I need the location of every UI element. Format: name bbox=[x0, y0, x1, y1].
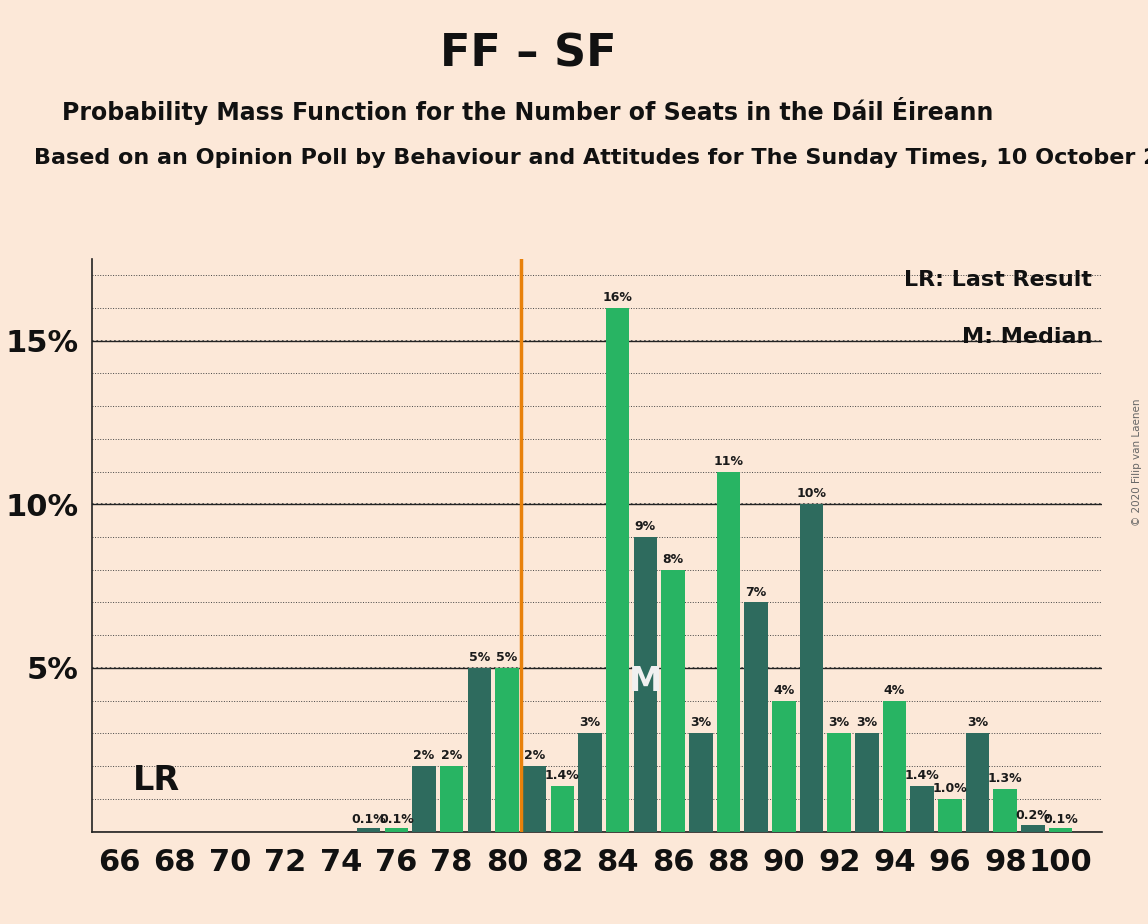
Bar bbox=[551, 785, 574, 832]
Text: 3%: 3% bbox=[829, 716, 850, 729]
Text: Based on an Opinion Poll by Behaviour and Attitudes for The Sunday Times, 10 Oct: Based on an Opinion Poll by Behaviour an… bbox=[34, 148, 1148, 168]
Text: M: M bbox=[629, 664, 662, 698]
Bar bbox=[938, 799, 962, 832]
Bar bbox=[800, 505, 823, 832]
Text: 10%: 10% bbox=[797, 487, 827, 500]
Bar bbox=[495, 668, 519, 832]
Text: 7%: 7% bbox=[745, 586, 767, 599]
Text: 0.1%: 0.1% bbox=[351, 813, 386, 826]
Text: 5%: 5% bbox=[468, 651, 490, 664]
Text: FF – SF: FF – SF bbox=[440, 32, 616, 76]
Text: © 2020 Filip van Laenen: © 2020 Filip van Laenen bbox=[1132, 398, 1141, 526]
Bar bbox=[412, 766, 436, 832]
Text: 4%: 4% bbox=[884, 684, 905, 697]
Bar bbox=[716, 471, 740, 832]
Bar bbox=[579, 734, 602, 832]
Text: 11%: 11% bbox=[713, 455, 744, 468]
Bar bbox=[883, 700, 906, 832]
Text: 0.1%: 0.1% bbox=[379, 813, 413, 826]
Bar bbox=[634, 537, 657, 832]
Text: LR: LR bbox=[133, 764, 180, 797]
Bar bbox=[385, 828, 408, 832]
Bar bbox=[910, 785, 934, 832]
Bar bbox=[440, 766, 464, 832]
Text: 3%: 3% bbox=[856, 716, 877, 729]
Text: 5%: 5% bbox=[496, 651, 518, 664]
Text: 3%: 3% bbox=[580, 716, 600, 729]
Text: 0.1%: 0.1% bbox=[1044, 813, 1078, 826]
Text: 1.0%: 1.0% bbox=[932, 782, 968, 795]
Bar bbox=[855, 734, 878, 832]
Bar bbox=[771, 700, 796, 832]
Text: 0.2%: 0.2% bbox=[1016, 809, 1050, 822]
Text: 4%: 4% bbox=[773, 684, 794, 697]
Bar bbox=[828, 734, 851, 832]
Text: M: Median: M: Median bbox=[962, 327, 1092, 347]
Text: 1.3%: 1.3% bbox=[988, 772, 1023, 785]
Text: 8%: 8% bbox=[662, 553, 684, 565]
Bar bbox=[1049, 828, 1072, 832]
Text: 2%: 2% bbox=[523, 749, 545, 762]
Bar bbox=[965, 734, 990, 832]
Bar bbox=[467, 668, 491, 832]
Bar bbox=[744, 602, 768, 832]
Bar bbox=[1021, 825, 1045, 832]
Text: LR: Last Result: LR: Last Result bbox=[903, 270, 1092, 290]
Text: 3%: 3% bbox=[690, 716, 712, 729]
Text: 16%: 16% bbox=[603, 291, 633, 304]
Text: 2%: 2% bbox=[441, 749, 463, 762]
Text: 1.4%: 1.4% bbox=[545, 769, 580, 782]
Text: 9%: 9% bbox=[635, 520, 656, 533]
Text: 1.4%: 1.4% bbox=[905, 769, 939, 782]
Text: Probability Mass Function for the Number of Seats in the Dáil Éireann: Probability Mass Function for the Number… bbox=[62, 97, 994, 125]
Bar bbox=[523, 766, 546, 832]
Bar bbox=[661, 570, 685, 832]
Bar bbox=[357, 828, 380, 832]
Bar bbox=[689, 734, 713, 832]
Text: 2%: 2% bbox=[413, 749, 435, 762]
Text: 3%: 3% bbox=[967, 716, 988, 729]
Bar bbox=[606, 308, 629, 832]
Bar bbox=[993, 789, 1017, 832]
